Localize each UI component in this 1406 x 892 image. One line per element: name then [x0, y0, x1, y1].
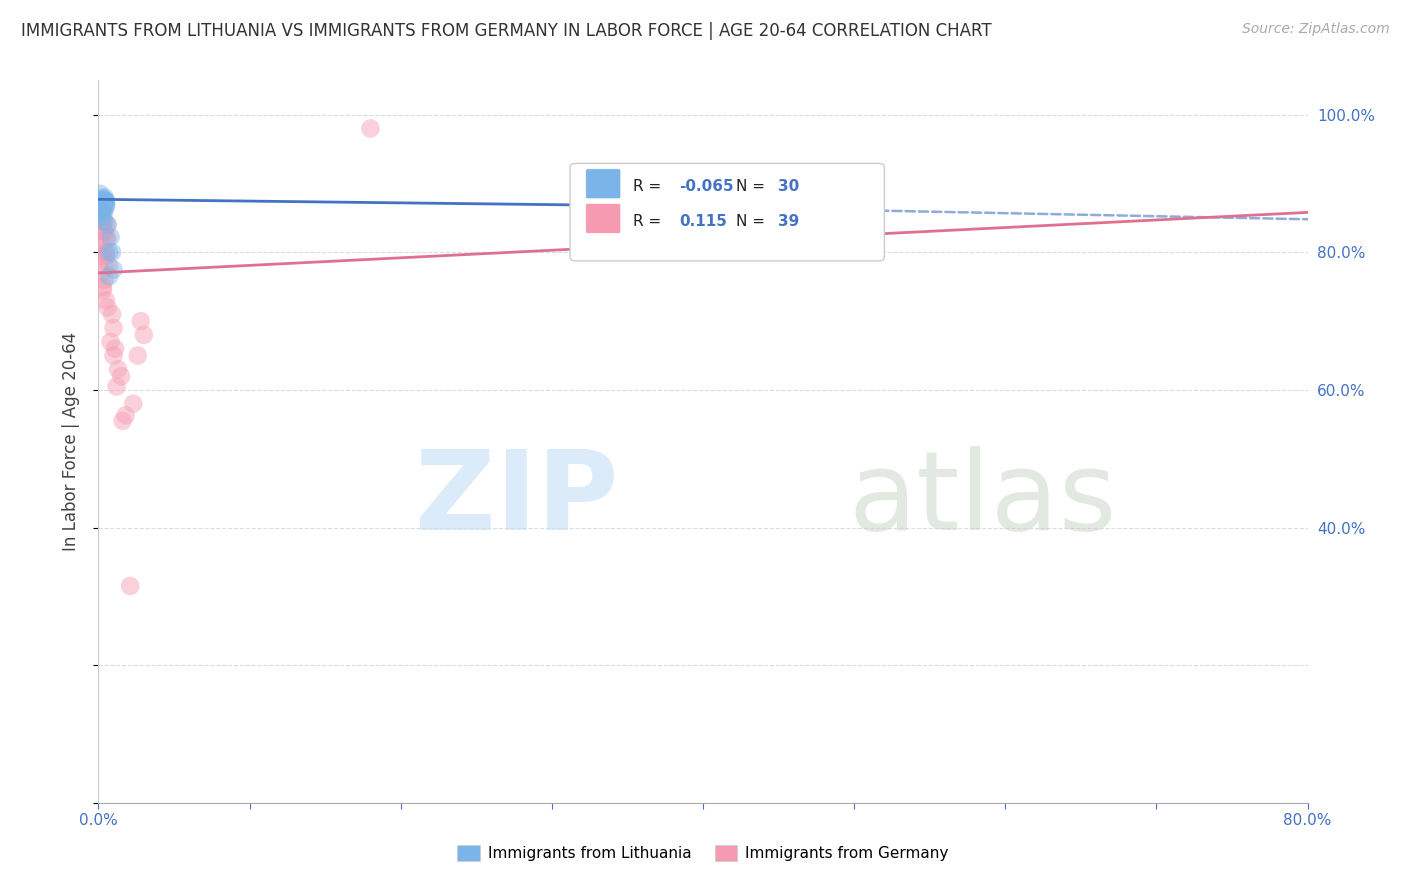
Text: Source: ZipAtlas.com: Source: ZipAtlas.com [1241, 22, 1389, 37]
Point [93, 273, 115, 287]
Point [94, 249, 117, 263]
Point [91, 202, 114, 217]
Point [90, 266, 112, 280]
Point [110, 369, 132, 384]
Point [91, 194, 114, 209]
Point [91, 218, 114, 232]
Point [91, 197, 114, 211]
Point [93, 204, 115, 219]
Point [105, 379, 128, 393]
Point [91, 201, 114, 215]
Point [90, 197, 112, 211]
Point [101, 245, 124, 260]
Point [91, 210, 114, 224]
Point [129, 314, 152, 328]
Text: ZIP: ZIP [415, 446, 619, 553]
Point [94, 231, 117, 245]
Point [93, 195, 115, 210]
Point [132, 327, 155, 342]
FancyBboxPatch shape [569, 163, 884, 260]
Point [103, 262, 125, 277]
Point [122, 397, 145, 411]
Text: 39: 39 [778, 214, 799, 228]
Point [114, 409, 136, 423]
Text: R =: R = [633, 214, 666, 228]
Point [94, 194, 117, 208]
Point [91, 283, 114, 297]
Y-axis label: In Labor Force | Age 20-64: In Labor Force | Age 20-64 [62, 332, 80, 551]
Point [96, 218, 118, 232]
Point [89, 204, 111, 219]
Text: atlas: atlas [848, 446, 1116, 553]
Point [98, 259, 121, 273]
Point [91, 214, 114, 228]
Point [94, 198, 117, 212]
Point [93, 193, 115, 207]
FancyBboxPatch shape [586, 169, 621, 199]
Point [87, 194, 110, 208]
Point [93, 225, 115, 239]
Text: 30: 30 [778, 179, 799, 194]
Point [93, 259, 115, 273]
Text: N =: N = [735, 179, 769, 194]
Point [100, 230, 122, 244]
Point [93, 190, 115, 204]
Point [120, 579, 142, 593]
Point [98, 269, 121, 284]
Point [90, 207, 112, 221]
Point [93, 196, 115, 211]
Point [94, 293, 117, 308]
Point [103, 321, 125, 335]
Point [98, 245, 121, 260]
Point [91, 198, 114, 212]
Point [91, 279, 114, 293]
Point [127, 349, 149, 363]
FancyBboxPatch shape [586, 203, 621, 234]
Point [104, 342, 127, 356]
Point [90, 235, 112, 249]
Point [93, 195, 115, 210]
Point [94, 245, 117, 260]
Point [101, 307, 124, 321]
Point [96, 218, 118, 232]
Point [91, 192, 114, 206]
Point [100, 334, 122, 349]
Point [103, 349, 125, 363]
Point [93, 214, 115, 228]
Point [90, 202, 112, 217]
Point [90, 249, 112, 263]
Point [360, 121, 382, 136]
Point [90, 194, 112, 208]
Point [96, 231, 118, 245]
Text: N =: N = [735, 214, 769, 228]
Point [93, 225, 115, 239]
Text: IMMIGRANTS FROM LITHUANIA VS IMMIGRANTS FROM GERMANY IN LABOR FORCE | AGE 20-64 : IMMIGRANTS FROM LITHUANIA VS IMMIGRANTS … [21, 22, 991, 40]
Text: -0.065: -0.065 [679, 179, 734, 194]
Text: R =: R = [633, 179, 666, 194]
Legend: Immigrants from Lithuania, Immigrants from Germany: Immigrants from Lithuania, Immigrants fr… [451, 839, 955, 867]
Point [89, 186, 111, 201]
Point [107, 362, 129, 376]
Point [94, 198, 117, 212]
Point [96, 301, 118, 315]
Text: 0.115: 0.115 [679, 214, 727, 228]
Point [91, 204, 114, 219]
Point [89, 195, 111, 210]
Point [94, 194, 117, 209]
Point [111, 414, 134, 428]
Point [93, 245, 115, 260]
